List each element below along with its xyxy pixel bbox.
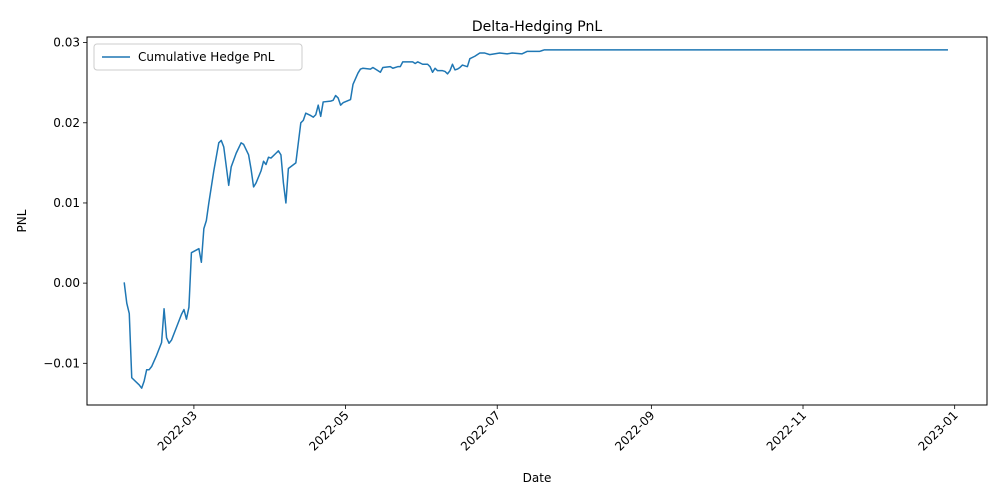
legend-box	[93, 43, 303, 71]
chart-title: Delta-Hedging PnL	[472, 19, 602, 35]
y-tick-label: 0.03	[53, 36, 80, 50]
y-tick-label: 0.02	[53, 116, 80, 130]
y-axis: −0.01 0.00 0.01 0.02 0.03	[43, 36, 87, 370]
y-tick-label: −0.01	[43, 356, 80, 370]
legend: Cumulative Hedge PnL	[93, 43, 303, 71]
y-axis-label: PNL	[15, 209, 29, 232]
plot-frame	[86, 36, 988, 406]
plot-data	[123, 49, 948, 389]
legend-label: Cumulative Hedge PnL	[138, 50, 275, 64]
y-tick-label: 0.00	[53, 276, 80, 290]
series-line-0	[123, 49, 948, 389]
x-axis-label: Date	[523, 471, 552, 485]
y-tick-label: 0.01	[53, 196, 80, 210]
